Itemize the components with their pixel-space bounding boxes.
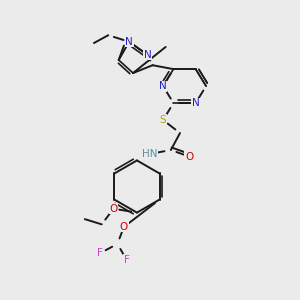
Text: S: S bbox=[160, 115, 167, 125]
Text: HN: HN bbox=[142, 149, 158, 159]
Text: N: N bbox=[192, 98, 200, 108]
Text: O: O bbox=[120, 222, 128, 232]
Text: O: O bbox=[185, 152, 193, 161]
Text: N: N bbox=[125, 37, 133, 47]
Text: O: O bbox=[110, 204, 118, 214]
Text: N: N bbox=[159, 81, 167, 91]
Text: F: F bbox=[124, 255, 130, 265]
Text: F: F bbox=[98, 248, 103, 258]
Text: N: N bbox=[143, 50, 151, 60]
